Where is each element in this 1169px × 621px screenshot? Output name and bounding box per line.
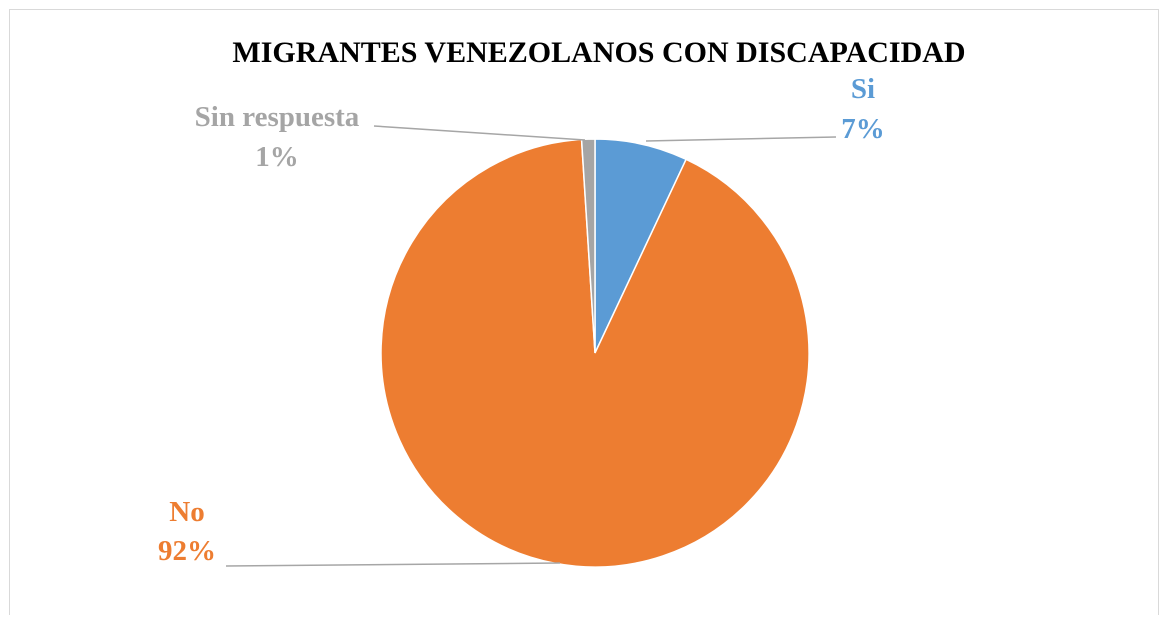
leader-lines — [225, 125, 837, 567]
pie-slices — [380, 138, 810, 568]
data-label-category: Sin respuesta — [195, 101, 360, 133]
chart-title: MIGRANTES VENEZOLANOS CON DISCAPACIDAD — [232, 36, 965, 69]
data-label-category: Si — [851, 73, 875, 105]
leader-line-no — [225, 562, 561, 567]
data-label-percent: 1% — [255, 141, 299, 173]
data-label-percent: 7% — [841, 113, 885, 145]
data-label-percent: 92% — [158, 535, 216, 567]
data-label-category: No — [169, 496, 204, 528]
leader-line-sin-respuesta — [373, 125, 586, 141]
data-labels: Si 7% No 92% Sin respuesta 1% — [158, 73, 885, 567]
leader-line-si — [645, 136, 837, 142]
